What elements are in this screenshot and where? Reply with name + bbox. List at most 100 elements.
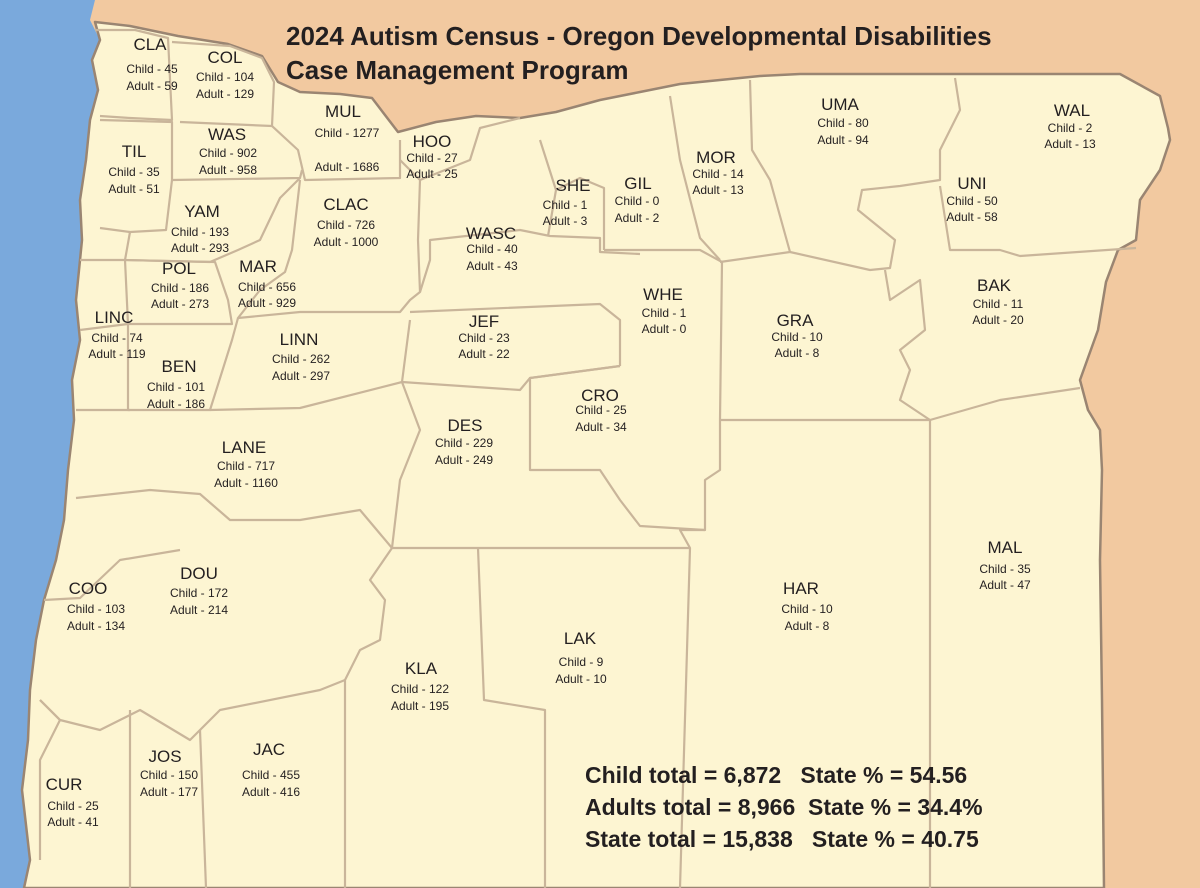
county-name: UNI	[957, 174, 986, 193]
county-name: HAR	[783, 579, 819, 598]
county-yamhill: YAM Child - 193 Adult - 293	[171, 202, 229, 255]
county-borders	[38, 28, 1137, 888]
county-name: POL	[162, 259, 196, 278]
county-child-count: Child - 10	[771, 330, 823, 344]
county-wasco: WASC Child - 40 Adult - 43	[466, 224, 518, 273]
county-adult-count: Adult - 43	[466, 259, 518, 273]
county-child-count: Child - 23	[458, 331, 510, 345]
county-name: TIL	[122, 142, 147, 161]
county-name: LINC	[95, 308, 134, 327]
county-adult-count: Adult - 94	[817, 133, 869, 147]
county-child-count: Child - 9	[559, 655, 604, 669]
county-child-count: Child - 186	[151, 281, 209, 295]
county-child-count: Child - 0	[615, 194, 660, 208]
county-adult-count: Adult - 134	[67, 619, 125, 633]
county-wheeler: WHE Child - 1 Adult - 0	[642, 285, 687, 336]
county-adult-count: Adult - 10	[555, 672, 607, 686]
county-name: WAL	[1054, 101, 1090, 120]
county-jefferson: JEF Child - 23 Adult - 22	[458, 312, 510, 361]
pacific-ocean	[0, 0, 100, 888]
county-name: WHE	[643, 285, 683, 304]
county-adult-count: Adult - 13	[1044, 137, 1096, 151]
county-child-count: Child - 902	[199, 146, 257, 160]
county-child-count: Child - 193	[171, 225, 229, 239]
county-marion: MAR Child - 656 Adult - 929	[238, 257, 296, 310]
county-jackson: JAC Child - 455 Adult - 416	[242, 740, 300, 799]
county-child-count: Child - 50	[946, 194, 998, 208]
county-multnomah: MUL Child - 1277 Adult - 1686	[315, 102, 380, 174]
county-child-count: Child - 101	[147, 380, 205, 394]
county-name: CLAC	[323, 195, 368, 214]
county-child-count: Child - 229	[435, 436, 493, 450]
county-name: WAS	[208, 125, 246, 144]
county-morrow: MOR Child - 14 Adult - 13	[692, 148, 744, 197]
county-lincoln: LINC Child - 74 Adult - 119	[88, 308, 145, 361]
county-malheur: MAL Child - 35 Adult - 47	[979, 538, 1031, 592]
county-name: LANE	[222, 438, 266, 457]
county-adult-count: Adult - 119	[88, 347, 145, 361]
county-child-count: Child - 103	[67, 602, 125, 616]
county-polk: POL Child - 186 Adult - 273	[151, 259, 209, 311]
county-name: CUR	[46, 775, 83, 794]
county-name: BAK	[977, 276, 1012, 295]
county-adult-count: Adult - 58	[946, 210, 998, 224]
county-adult-count: Adult - 25	[406, 167, 458, 181]
county-josephine: JOS Child - 150 Adult - 177	[140, 747, 198, 799]
county-adult-count: Adult - 22	[458, 347, 510, 361]
county-name: DOU	[180, 564, 218, 583]
county-name: GIL	[624, 174, 651, 193]
county-adult-count: Adult - 13	[692, 183, 744, 197]
child-total: Child total = 6,872 State % = 54.56	[585, 762, 967, 788]
county-umatilla: UMA Child - 80 Adult - 94	[817, 95, 869, 147]
county-child-count: Child - 1	[642, 306, 687, 320]
county-adult-count: Adult - 3	[543, 214, 588, 228]
county-grant: GRA Child - 10 Adult - 8	[771, 311, 823, 360]
county-adult-count: Adult - 416	[242, 785, 300, 799]
county-name: MAR	[239, 257, 277, 276]
map-title-line1: 2024 Autism Census - Oregon Developmenta…	[286, 21, 992, 51]
county-child-count: Child - 656	[238, 280, 296, 294]
county-adult-count: Adult - 929	[238, 296, 296, 310]
county-adult-count: Adult - 8	[775, 346, 820, 360]
county-clatsop: CLA Child - 45 Adult - 59	[126, 35, 178, 93]
county-adult-count: Adult - 958	[199, 163, 257, 177]
county-linn: LINN Child - 262 Adult - 297	[272, 330, 330, 383]
county-child-count: Child - 262	[272, 352, 330, 366]
county-adult-count: Adult - 129	[196, 87, 254, 101]
county-deschutes: DES Child - 229 Adult - 249	[435, 416, 493, 467]
county-name: LINN	[280, 330, 319, 349]
county-clackamas: CLAC Child - 726 Adult - 1000	[314, 195, 379, 249]
county-child-count: Child - 104	[196, 70, 254, 84]
county-child-count: Child - 35	[108, 165, 160, 179]
county-name: COL	[208, 48, 243, 67]
county-child-count: Child - 27	[406, 151, 458, 165]
county-baker: BAK Child - 11 Adult - 20	[972, 276, 1024, 327]
county-lake: LAK Child - 9 Adult - 10	[555, 629, 607, 686]
county-name: MUL	[325, 102, 361, 121]
county-name: BEN	[162, 357, 197, 376]
county-adult-count: Adult - 0	[642, 322, 687, 336]
county-lane: LANE Child - 717 Adult - 1160	[214, 438, 278, 490]
county-adult-count: Adult - 51	[108, 182, 160, 196]
county-name: SHE	[556, 176, 591, 195]
county-adult-count: Adult - 1160	[214, 476, 278, 490]
county-child-count: Child - 35	[979, 562, 1031, 576]
county-union: UNI Child - 50 Adult - 58	[946, 174, 998, 224]
county-sherman: SHE Child - 1 Adult - 3	[543, 176, 591, 228]
county-adult-count: Adult - 186	[147, 397, 205, 411]
county-child-count: Child - 25	[47, 799, 99, 813]
county-adult-count: Adult - 249	[435, 453, 493, 467]
county-adult-count: Adult - 41	[47, 815, 99, 829]
county-adult-count: Adult - 47	[979, 578, 1031, 592]
county-douglas: DOU Child - 172 Adult - 214	[170, 564, 228, 617]
county-child-count: Child - 726	[317, 218, 375, 232]
county-klamath: KLA Child - 122 Adult - 195	[391, 659, 449, 713]
county-child-count: Child - 122	[391, 682, 449, 696]
county-adult-count: Adult - 273	[151, 297, 209, 311]
county-coos: COO Child - 103 Adult - 134	[67, 579, 125, 633]
county-name: CLA	[133, 35, 167, 54]
county-benton: BEN Child - 101 Adult - 186	[147, 357, 205, 411]
county-name: HOO	[413, 132, 452, 151]
county-name: COO	[69, 579, 108, 598]
county-adult-count: Adult - 293	[171, 241, 229, 255]
